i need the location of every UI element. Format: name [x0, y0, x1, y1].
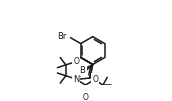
- Text: O: O: [92, 75, 98, 84]
- Text: N: N: [73, 75, 79, 84]
- Text: Br: Br: [57, 32, 66, 41]
- Text: O: O: [73, 57, 79, 66]
- Text: O: O: [73, 75, 79, 84]
- Text: O: O: [83, 93, 88, 101]
- Text: B: B: [80, 66, 85, 75]
